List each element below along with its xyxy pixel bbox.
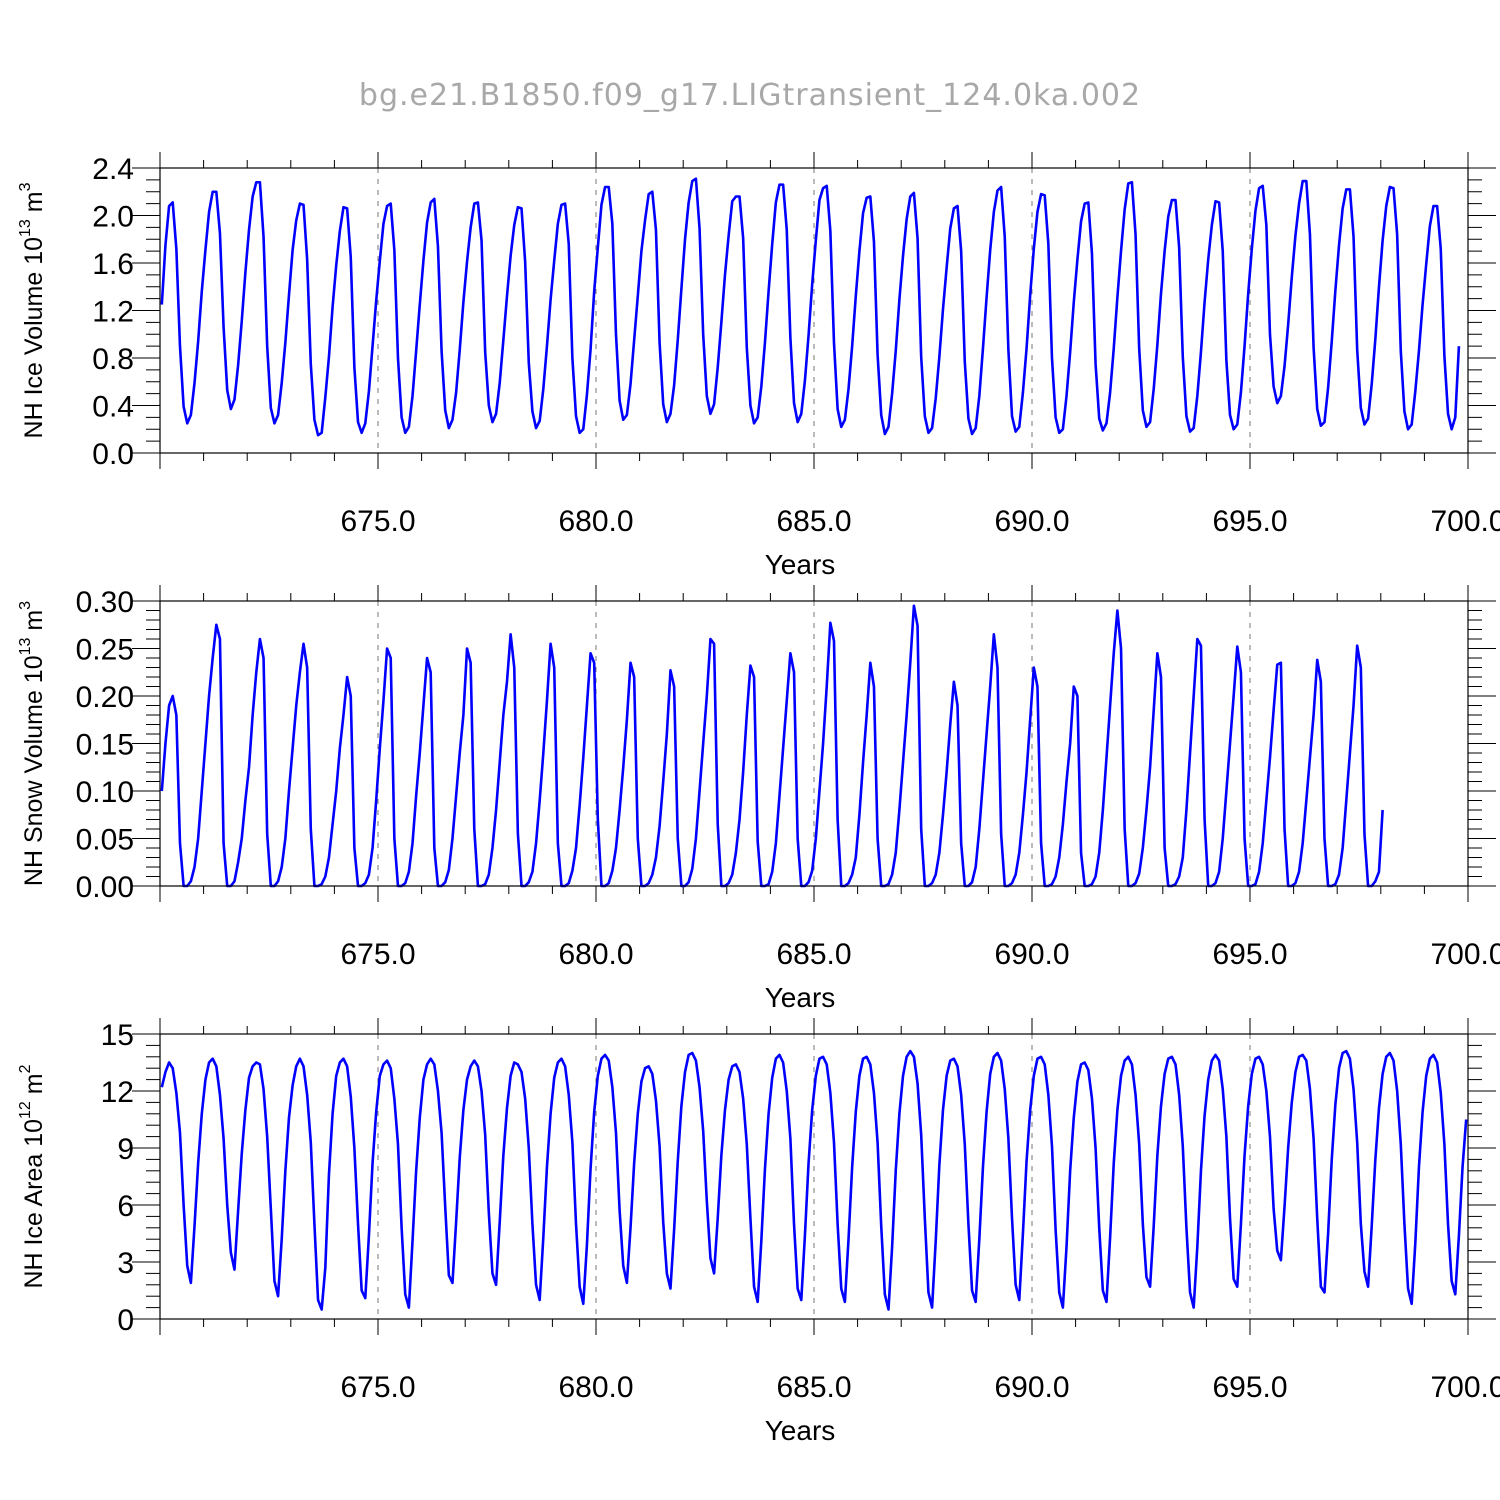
- y-tick-label: 6: [117, 1190, 134, 1223]
- plot-frame: [159, 1033, 1469, 1320]
- y-axis-label: NH Ice Volume 1013 m3: [17, 182, 48, 438]
- y-axis-label-superscript: 3: [17, 601, 34, 610]
- y-axis-label-text: m: [20, 610, 48, 638]
- x-tick-label: 700.0: [1430, 505, 1500, 538]
- y-tick-label: 3: [117, 1247, 134, 1280]
- y-axis-label-superscript: 2: [17, 1064, 34, 1073]
- plot-frame: [159, 167, 1469, 454]
- x-tick-label: 695.0: [1212, 938, 1287, 971]
- y-axis-label-text: m: [20, 191, 48, 219]
- y-tick-label: 0: [117, 1304, 134, 1337]
- x-tick-label: 695.0: [1212, 1371, 1287, 1404]
- y-axis-label: NH Ice Area 1012 m2: [17, 1064, 48, 1288]
- y-axis-label: NH Snow Volume 1013 m3: [17, 601, 48, 886]
- data-line: [160, 604, 1384, 888]
- x-tick-label: 675.0: [340, 938, 415, 971]
- x-tick-label: 680.0: [558, 505, 633, 538]
- y-tick-label: 12: [101, 1076, 134, 1109]
- x-tick-label: 680.0: [558, 938, 633, 971]
- y-tick-label: 1.6: [92, 248, 134, 281]
- y-tick-label: 0.0: [92, 438, 134, 471]
- x-tick-label: 700.0: [1430, 1371, 1500, 1404]
- x-tick-label: 685.0: [776, 938, 851, 971]
- y-tick-label: 2.4: [92, 153, 134, 186]
- y-tick-label: 0.15: [76, 729, 134, 762]
- y-axis-label-text: NH Ice Volume 10: [20, 237, 48, 439]
- y-tick-label: 0.20: [76, 681, 134, 714]
- x-tick-label: 695.0: [1212, 505, 1287, 538]
- plot-frame: [159, 600, 1469, 887]
- x-tick-label: 690.0: [994, 1371, 1069, 1404]
- y-axis-label-text: m: [20, 1073, 48, 1101]
- panel-1: 0.0 0.4 0.8 1.2 1.6 2.0 2.4 675.0 680.0 685.0 690.…: [17, 152, 1500, 580]
- y-axis-label-text: NH Snow Volume 10: [20, 655, 48, 886]
- y-tick-label: 0.4: [92, 391, 134, 424]
- y-tick-label: 9: [117, 1133, 134, 1166]
- y-axis-label-superscript: 12: [17, 1101, 34, 1119]
- panel-2: 0.00 0.05 0.10 0.15 0.20 0.25 0.30 675.0 680.0 68…: [17, 585, 1500, 1013]
- y-tick-label: 0.05: [76, 824, 134, 857]
- y-tick-label: 0.00: [76, 871, 134, 904]
- x-tick-label: 700.0: [1430, 938, 1500, 971]
- y-tick-label: 0.30: [76, 586, 134, 619]
- y-axis-label-superscript: 13: [17, 638, 34, 656]
- y-axis-label-superscript: 13: [17, 219, 34, 237]
- x-tick-label: 685.0: [776, 1371, 851, 1404]
- x-axis-label: Years: [765, 1415, 836, 1446]
- x-tick-label: 675.0: [340, 505, 415, 538]
- y-tick-label: 0.8: [92, 343, 134, 376]
- chart-title: bg.e21.B1850.f09_g17.LIGtransient_124.0k…: [359, 78, 1141, 113]
- x-axis-label: Years: [765, 982, 836, 1013]
- y-tick-label: 15: [101, 1019, 134, 1052]
- x-tick-label: 680.0: [558, 1371, 633, 1404]
- data-line: [160, 1049, 1468, 1311]
- y-tick-label: 2.0: [92, 201, 134, 234]
- x-tick-label: 685.0: [776, 505, 851, 538]
- x-tick-label: 690.0: [994, 505, 1069, 538]
- y-tick-label: 0.10: [76, 776, 134, 809]
- y-tick-label: 1.2: [92, 296, 134, 329]
- x-tick-label: 690.0: [994, 938, 1069, 971]
- panel-3: 0 3 6 9 12 15 675.0 680.0 685.0 690.0 695.0 700.0 Ye…: [17, 1018, 1500, 1446]
- y-axis-label-superscript: 3: [17, 182, 34, 191]
- y-tick-label: 0.25: [76, 634, 134, 667]
- x-tick-label: 675.0: [340, 1371, 415, 1404]
- y-axis-label-text: NH Ice Area 10: [20, 1119, 48, 1289]
- data-line: [160, 177, 1461, 437]
- x-axis-label: Years: [765, 549, 836, 580]
